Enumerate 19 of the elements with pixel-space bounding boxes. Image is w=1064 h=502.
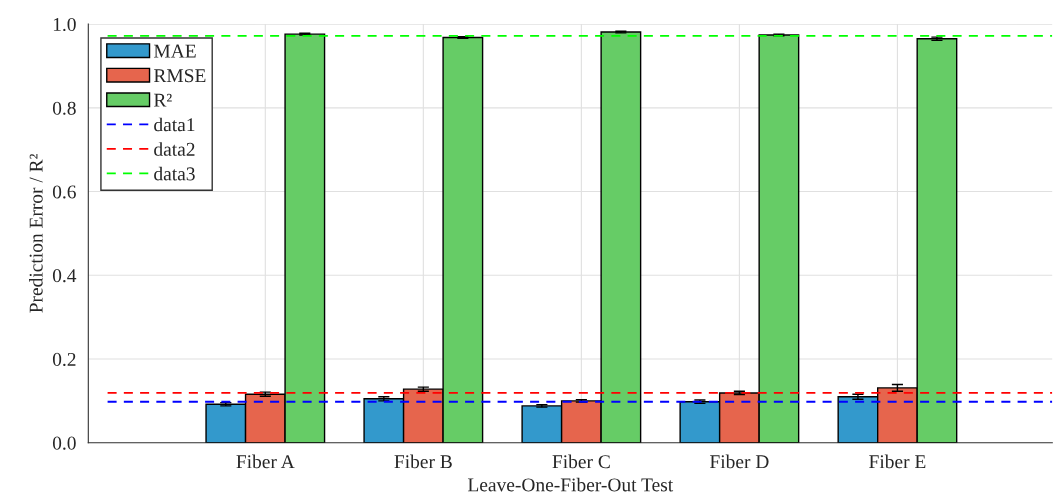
x-tick-label: Fiber E <box>869 454 926 469</box>
x-axis-title: Leave-One-Fiber-Out Test <box>467 477 674 492</box>
y-tick-label: 0.6 <box>52 185 76 199</box>
y-tick-label: 0.4 <box>52 269 77 283</box>
legend-label: data1 <box>154 117 195 132</box>
legend-label: RMSE <box>153 69 206 83</box>
y-tick-label: 0.0 <box>52 436 76 450</box>
legend-label: MAE <box>153 44 196 58</box>
legend-label: data2 <box>154 142 195 156</box>
legend-label: data3 <box>154 166 195 181</box>
x-tick-label: Fiber A <box>236 454 295 469</box>
x-tick-label: Fiber D <box>709 454 769 469</box>
y-tick-label: 1.0 <box>53 17 76 32</box>
y-tick-label: 0.2 <box>52 352 76 367</box>
y-tick-label: 0.8 <box>52 101 76 115</box>
x-tick-label: Fiber C <box>552 454 610 469</box>
legend-label: R² <box>153 93 172 107</box>
x-tick-label: Fiber B <box>394 454 452 469</box>
y-axis-title: Prediction Error / R² <box>29 154 43 313</box>
